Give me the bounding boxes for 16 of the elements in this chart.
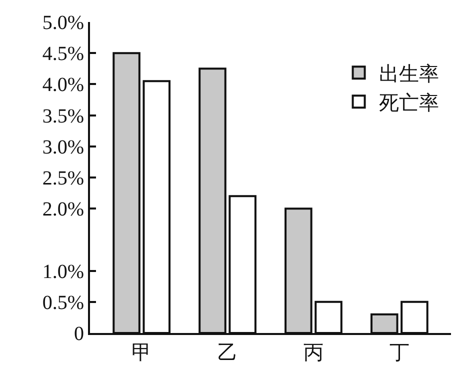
y-tick-label: 0.5% bbox=[42, 292, 84, 314]
x-tick-label: 丁 bbox=[389, 342, 410, 364]
y-tick-label: 3.0% bbox=[42, 136, 84, 158]
y-tick-label: 3.5% bbox=[42, 105, 84, 128]
x-tick-label: 甲 bbox=[132, 342, 152, 364]
x-tick-label: 乙 bbox=[218, 342, 238, 364]
y-tick-label: 2.0% bbox=[42, 198, 84, 221]
y-tick-label: 4.5% bbox=[42, 43, 84, 66]
y-tick-label: 5.0% bbox=[42, 12, 84, 34]
legend-label: 出生率 bbox=[378, 63, 439, 86]
x-tick-label: 丙 bbox=[303, 342, 324, 364]
legend-label: 死亡率 bbox=[378, 92, 439, 114]
y-tick-label: 2.5% bbox=[42, 168, 84, 190]
y-tick-label: 0 bbox=[74, 323, 84, 345]
y-tick-label: 4.0% bbox=[42, 74, 84, 96]
y-tick-label: 1.0% bbox=[42, 260, 84, 283]
